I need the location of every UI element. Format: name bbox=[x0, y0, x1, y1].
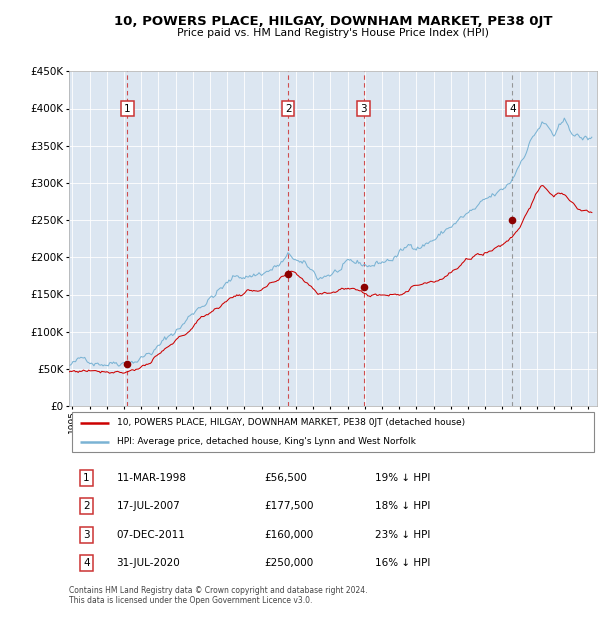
Text: 4: 4 bbox=[83, 559, 90, 569]
Text: £160,000: £160,000 bbox=[265, 530, 314, 541]
Text: £250,000: £250,000 bbox=[265, 559, 314, 569]
Text: £56,500: £56,500 bbox=[265, 473, 307, 483]
Text: 17-JUL-2007: 17-JUL-2007 bbox=[116, 501, 180, 512]
Text: 2: 2 bbox=[83, 501, 90, 512]
Text: 11-MAR-1998: 11-MAR-1998 bbox=[116, 473, 187, 483]
Text: 4: 4 bbox=[509, 104, 515, 113]
Text: 3: 3 bbox=[83, 530, 90, 541]
Text: 3: 3 bbox=[361, 104, 367, 113]
FancyBboxPatch shape bbox=[71, 412, 595, 452]
Text: 07-DEC-2011: 07-DEC-2011 bbox=[116, 530, 185, 541]
Text: Price paid vs. HM Land Registry's House Price Index (HPI): Price paid vs. HM Land Registry's House … bbox=[177, 28, 489, 38]
Text: Contains HM Land Registry data © Crown copyright and database right 2024.
This d: Contains HM Land Registry data © Crown c… bbox=[69, 586, 367, 605]
Text: 1: 1 bbox=[83, 473, 90, 483]
Text: HPI: Average price, detached house, King's Lynn and West Norfolk: HPI: Average price, detached house, King… bbox=[116, 437, 415, 446]
Text: £177,500: £177,500 bbox=[265, 501, 314, 512]
Text: 16% ↓ HPI: 16% ↓ HPI bbox=[375, 559, 431, 569]
Text: 10, POWERS PLACE, HILGAY, DOWNHAM MARKET, PE38 0JT (detached house): 10, POWERS PLACE, HILGAY, DOWNHAM MARKET… bbox=[116, 418, 464, 427]
Text: 1: 1 bbox=[124, 104, 131, 113]
Text: 2: 2 bbox=[285, 104, 292, 113]
Text: 10, POWERS PLACE, HILGAY, DOWNHAM MARKET, PE38 0JT: 10, POWERS PLACE, HILGAY, DOWNHAM MARKET… bbox=[114, 16, 552, 29]
Text: 23% ↓ HPI: 23% ↓ HPI bbox=[375, 530, 431, 541]
Text: 19% ↓ HPI: 19% ↓ HPI bbox=[375, 473, 431, 483]
Text: 18% ↓ HPI: 18% ↓ HPI bbox=[375, 501, 431, 512]
Text: 31-JUL-2020: 31-JUL-2020 bbox=[116, 559, 180, 569]
